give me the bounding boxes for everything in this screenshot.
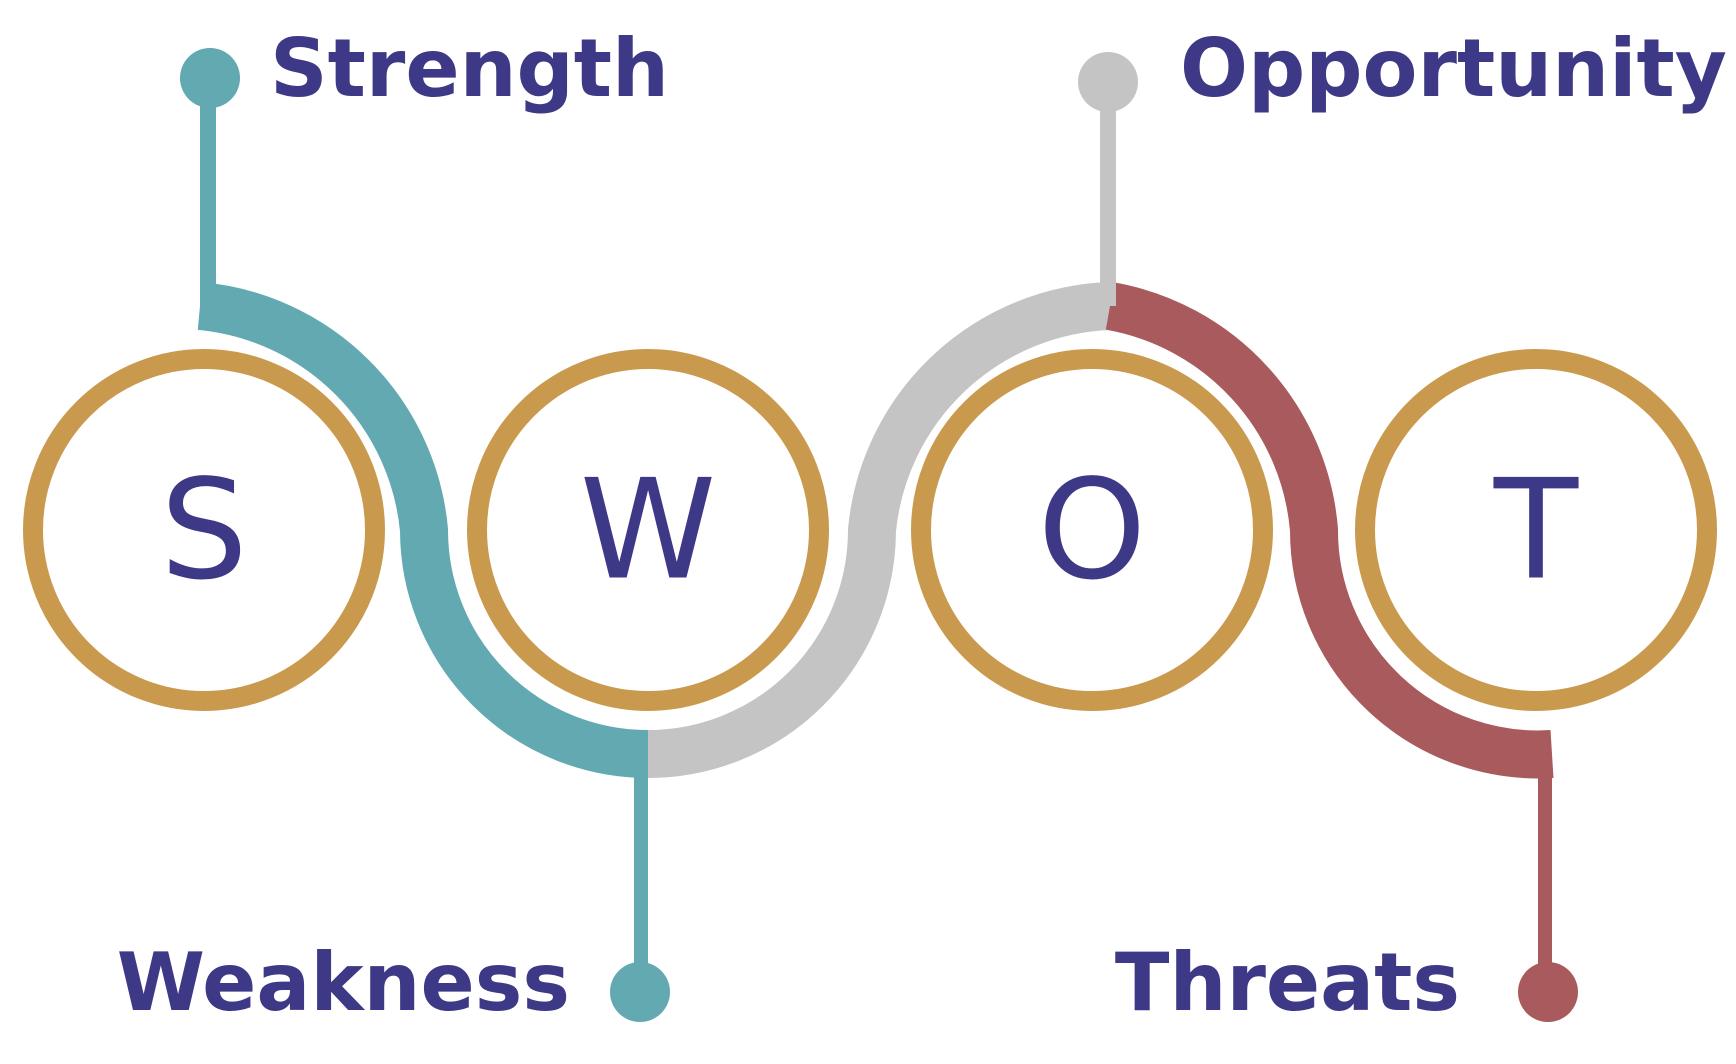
strength-weakness-band: [197, 282, 649, 778]
o-ring: [911, 349, 1273, 711]
weakness-pin: [610, 962, 670, 1022]
opportunity-pin: [1078, 52, 1138, 112]
strength-stem: [200, 80, 216, 306]
threats-label: Threats: [1115, 936, 1460, 1029]
opportunity-threats-band: [1105, 282, 1554, 779]
threats-pin: [1518, 962, 1578, 1022]
weakness-opportunity-band: [647, 282, 1112, 778]
opportunity-stem: [1100, 80, 1116, 306]
strength-label: Strength: [270, 22, 669, 115]
s-ring: [23, 349, 385, 711]
w-ring: [467, 349, 829, 711]
weakness-stem: [634, 754, 648, 990]
threats-stem: [1538, 754, 1552, 990]
w-letter: W: [580, 450, 716, 611]
o-letter: O: [1038, 450, 1147, 611]
t-ring: [1355, 349, 1717, 711]
s-letter: S: [160, 450, 248, 611]
t-letter: T: [1493, 450, 1579, 611]
opportunity-label: Opportunity: [1180, 22, 1727, 115]
strength-pin: [180, 48, 240, 108]
weakness-label: Weakness: [117, 936, 570, 1029]
